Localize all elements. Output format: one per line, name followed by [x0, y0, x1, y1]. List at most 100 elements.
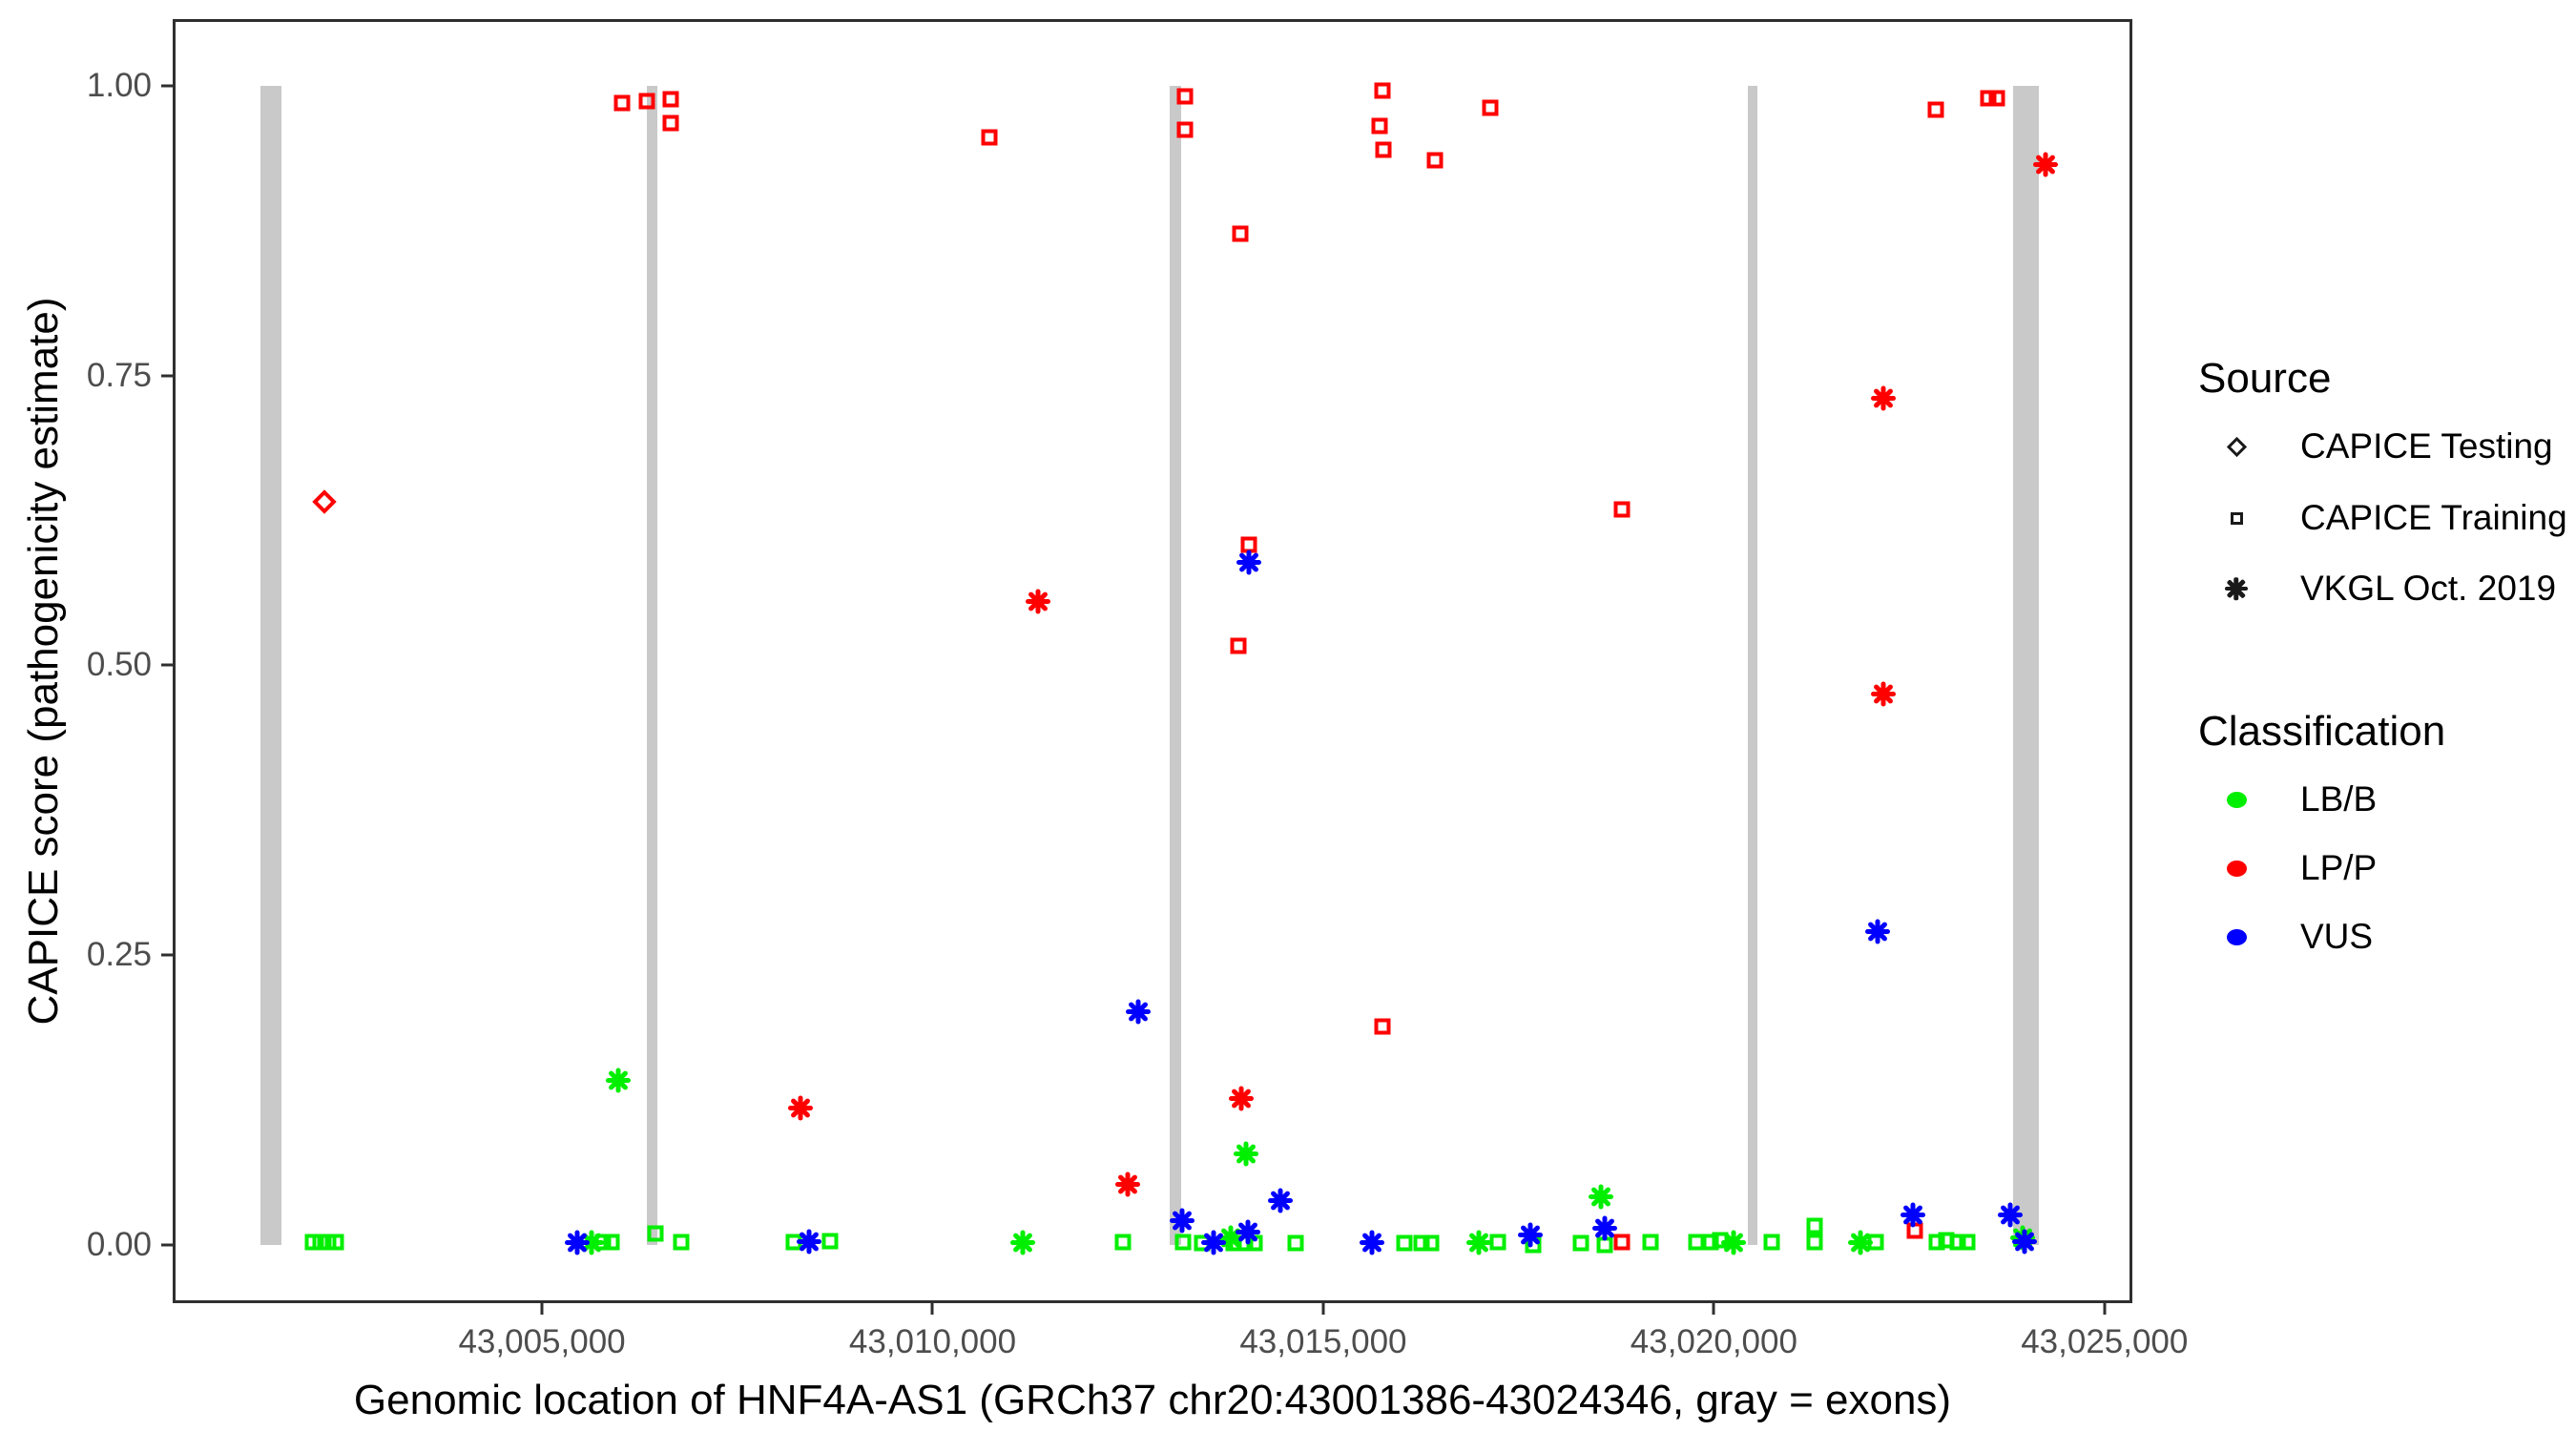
y-tick-mark: [161, 374, 176, 378]
y-tick-label: 0.75: [86, 356, 152, 394]
asterisk-data-point: [1235, 1219, 1260, 1245]
legend-label: LP/P: [2300, 848, 2378, 887]
square-data-point: [1174, 1234, 1192, 1251]
legend-label: VKGL Oct. 2019: [2300, 569, 2557, 608]
exon-bar: [260, 85, 282, 1245]
square-data-point: [1927, 101, 1944, 118]
asterisk-data-point: [1359, 1230, 1384, 1255]
asterisk-data-point: [1517, 1222, 1543, 1248]
x-tick-mark: [2103, 1300, 2107, 1315]
y-tick-label: 0.50: [86, 646, 152, 684]
x-tick-mark: [930, 1300, 934, 1315]
legend-title-classification: Classification: [2198, 708, 2446, 755]
asterisk-data-point: [1267, 1188, 1293, 1213]
y-tick-mark: [161, 1243, 176, 1247]
legend-item-capice-training: CAPICE Training: [2210, 483, 2567, 553]
square-data-point: [1613, 501, 1631, 518]
square-data-point: [1988, 90, 2005, 107]
blue-dot-icon: [2226, 928, 2247, 945]
asterisk-data-point: [2032, 152, 2058, 177]
square-data-point: [613, 94, 631, 112]
square-data-point: [1232, 225, 1249, 242]
asterisk-data-point: [1228, 1086, 1254, 1111]
x-tick-mark: [1321, 1300, 1325, 1315]
exon-bar: [1747, 85, 1757, 1245]
square-data-point: [662, 91, 679, 108]
square-data-point: [821, 1233, 839, 1250]
asterisk-data-point: [1870, 681, 1896, 707]
square-data-point: [638, 93, 655, 110]
legend-label: VUS: [2300, 917, 2374, 956]
diamond-icon: [2226, 436, 2247, 457]
square-data-point: [662, 114, 679, 132]
square-data-point: [1413, 1234, 1430, 1252]
y-tick-mark: [161, 84, 176, 88]
legend-item-vkgl: VKGL Oct. 2019: [2210, 553, 2556, 624]
legend-item-lpp: LP/P: [2210, 833, 2377, 903]
y-tick-label: 1.00: [86, 66, 152, 104]
asterisk-data-point: [1233, 1141, 1258, 1167]
asterisk-data-point: [606, 1068, 632, 1093]
x-axis-title: Genomic location of HNF4A-AS1 (GRCh37 ch…: [353, 1377, 1952, 1423]
asterisk-data-point: [1588, 1184, 1613, 1210]
legend-label: CAPICE Testing: [2300, 426, 2553, 466]
square-data-point: [1426, 152, 1444, 169]
asterisk-data-point: [1169, 1208, 1195, 1234]
square-data-point: [1287, 1234, 1304, 1252]
exon-bar: [647, 85, 657, 1245]
diamond-data-point: [312, 489, 337, 514]
square-icon: [2230, 511, 2243, 525]
square-data-point: [1613, 1234, 1631, 1251]
x-tick-label: 43,005,000: [458, 1323, 626, 1360]
plot-panel-border: [173, 19, 2132, 1303]
asterisk-data-point: [1125, 999, 1151, 1025]
asterisk-data-point: [1114, 1172, 1140, 1197]
y-tick-mark: [161, 663, 176, 667]
square-data-point: [1572, 1234, 1589, 1252]
asterisk-data-point: [797, 1229, 822, 1255]
x-tick-label: 43,015,000: [1239, 1323, 1407, 1360]
asterisk-data-point: [1591, 1215, 1617, 1241]
square-data-point: [1959, 1234, 1976, 1251]
asterisk-data-point: [579, 1230, 605, 1255]
y-axis-title: CAPICE score (pathogenicity estimate): [20, 297, 67, 1026]
square-data-point: [1489, 1234, 1506, 1251]
square-data-point: [647, 1225, 664, 1242]
asterisk-data-point: [1465, 1230, 1491, 1255]
square-data-point: [1374, 1018, 1391, 1035]
square-data-point: [1375, 141, 1392, 158]
asterisk-data-point: [1847, 1230, 1873, 1255]
square-data-point: [1763, 1234, 1780, 1251]
y-tick-label: 0.25: [86, 935, 152, 973]
square-data-point: [1374, 82, 1391, 99]
square-data-point: [1176, 121, 1194, 138]
x-tick-label: 43,025,000: [2021, 1323, 2189, 1360]
asterisk-data-point: [1865, 919, 1891, 944]
asterisk-data-point: [1217, 1225, 1243, 1251]
square-data-point: [603, 1234, 620, 1251]
square-data-point: [1482, 99, 1499, 116]
square-data-point: [1230, 637, 1247, 654]
x-tick-mark: [540, 1300, 544, 1315]
asterisk-data-point: [2011, 1229, 2037, 1255]
asterisk-data-point: [1025, 589, 1050, 614]
x-tick-label: 43,020,000: [1630, 1323, 1797, 1360]
square-data-point: [1114, 1234, 1132, 1251]
square-data-point: [1396, 1234, 1413, 1252]
square-data-point: [981, 129, 998, 146]
asterisk-icon: [2225, 577, 2248, 600]
exon-bar: [2012, 85, 2039, 1245]
exon-bar: [1169, 85, 1181, 1245]
asterisk-data-point: [788, 1095, 814, 1121]
asterisk-data-point: [1236, 550, 1261, 575]
x-tick-label: 43,010,000: [848, 1323, 1017, 1360]
legend-item-capice-testing: CAPICE Testing: [2210, 411, 2553, 482]
square-data-point: [1702, 1234, 1719, 1251]
asterisk-data-point: [1720, 1230, 1746, 1255]
square-data-point: [1806, 1217, 1823, 1234]
square-data-point: [1371, 117, 1388, 135]
legend-label: CAPICE Training: [2300, 498, 2567, 537]
